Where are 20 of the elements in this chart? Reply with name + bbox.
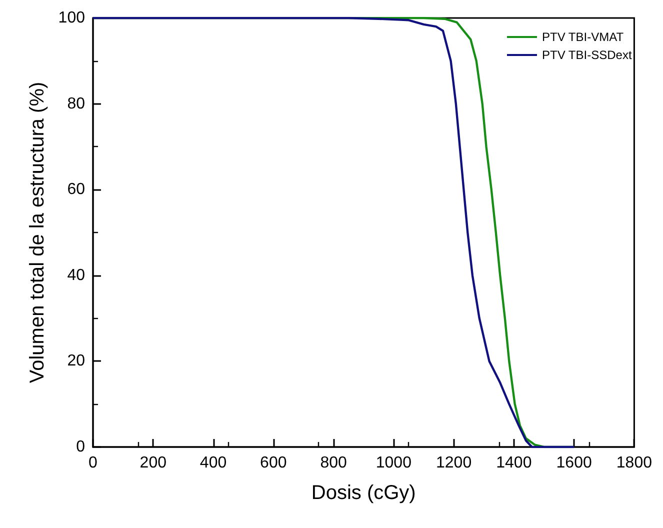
y-tick-label: 20 (67, 352, 86, 370)
x-axis-title: Dosis (cGy) (311, 482, 416, 504)
x-tick-label: 600 (260, 454, 287, 472)
y-tick-label: 100 (58, 10, 86, 26)
legend-label: PTV TBI-VMAT (542, 30, 624, 44)
y-tick-label: 0 (76, 438, 86, 456)
legend-label: PTV TBI-SSDext (542, 48, 632, 62)
x-tick-label: 1600 (556, 454, 592, 472)
x-tick-label: 400 (200, 454, 227, 472)
x-tick-label: 200 (140, 454, 167, 472)
x-tick-label: 1400 (496, 454, 532, 472)
y-axis-title: Volumen total de la estructura (%) (26, 82, 48, 384)
x-tick-label: 800 (320, 454, 347, 472)
x-tick-label: 1800 (616, 454, 652, 472)
y-tick-label: 80 (67, 95, 86, 112)
y-tick-label: 40 (67, 266, 86, 284)
x-tick-label: 1000 (376, 454, 412, 472)
y-tick-label: 60 (67, 181, 86, 198)
x-tick-label: 1200 (436, 454, 472, 472)
x-tick-label: 0 (88, 454, 98, 472)
